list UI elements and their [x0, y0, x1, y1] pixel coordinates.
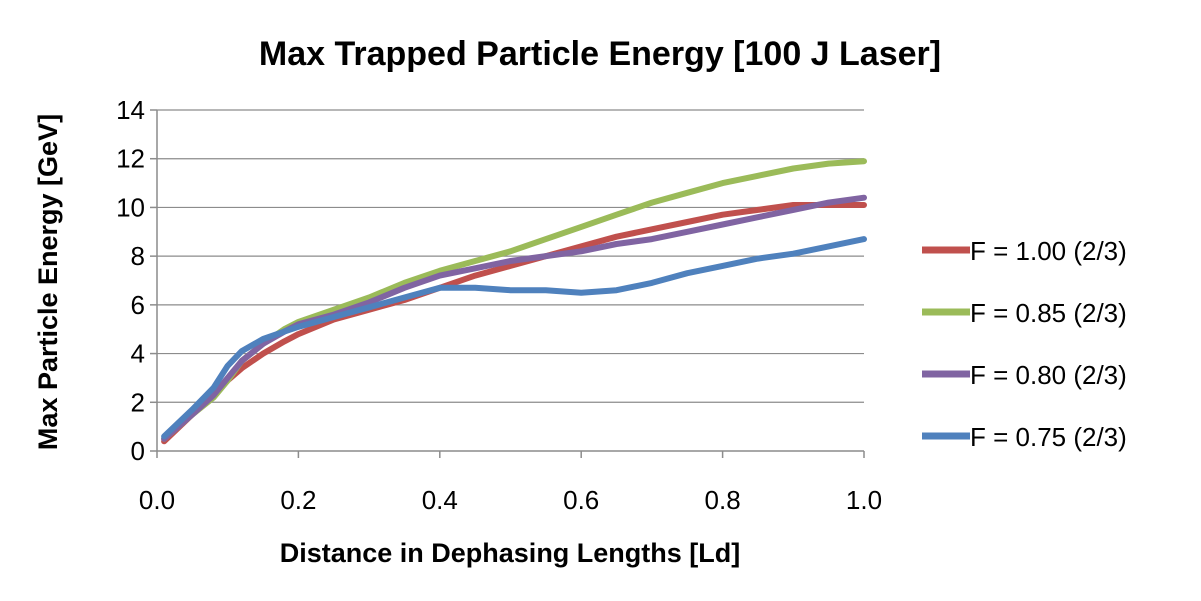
x-tick-label: 0.6 [563, 485, 599, 515]
y-axis-label: Max Particle Energy [GeV] [33, 114, 63, 450]
legend-label-2: F = 0.85 (2/3) [970, 298, 1127, 328]
y-tick-label: 4 [131, 339, 145, 369]
y-tick-label: 10 [116, 192, 145, 222]
series-lines [161, 158, 867, 445]
x-tick-label: 0.2 [280, 485, 316, 515]
y-tick-label: 8 [131, 241, 145, 271]
chart-title: Max Trapped Particle Energy [100 J Laser… [259, 35, 941, 73]
legend-label-3: F = 0.80 (2/3) [970, 360, 1127, 390]
legend-label-1: F = 1.00 (2/3) [970, 236, 1127, 266]
series-line-2 [161, 158, 867, 442]
legend-label-4: F = 0.75 (2/3) [970, 422, 1127, 452]
axes [150, 109, 865, 458]
y-tick-label: 0 [131, 436, 145, 466]
y-tick-label: 12 [116, 144, 145, 174]
x-axis-label: Distance in Dephasing Lengths [Ld] [280, 538, 741, 568]
x-tick-labels: 0.0 0.2 0.4 0.6 0.8 1.0 [139, 485, 882, 515]
x-tick-label: 0.0 [139, 485, 175, 515]
y-tick-label: 6 [131, 290, 145, 320]
series-line-3 [161, 194, 867, 442]
x-tick-label: 0.8 [705, 485, 741, 515]
legend: F = 1.00 (2/3) F = 0.85 (2/3) F = 0.80 (2/… [922, 236, 1127, 452]
x-tick-label: 1.0 [846, 485, 882, 515]
series-line-1 [161, 202, 867, 445]
y-tick-label: 2 [131, 387, 145, 417]
x-tick-label: 0.4 [422, 485, 458, 515]
gridlines [157, 109, 864, 403]
y-tick-label: 14 [116, 95, 145, 125]
y-tick-labels: 0 2 4 6 8 10 12 14 [116, 95, 145, 466]
series-line-4 [161, 236, 867, 440]
